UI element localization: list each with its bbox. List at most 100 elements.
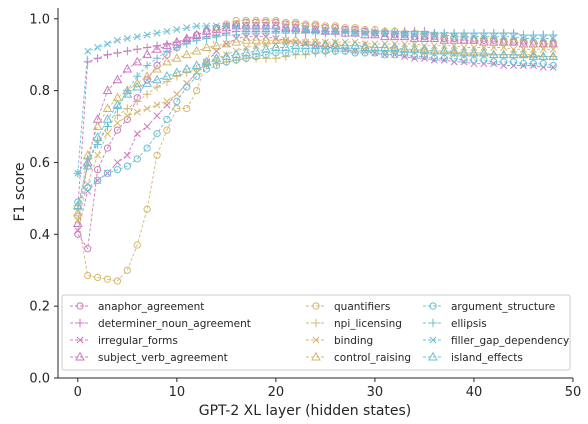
data-point (113, 111, 122, 120)
data-point (183, 24, 191, 32)
data-point (173, 90, 181, 98)
data-point (311, 47, 320, 55)
data-point (221, 38, 232, 48)
data-point (113, 166, 122, 174)
legend-marker (75, 351, 85, 361)
data-point (430, 31, 438, 39)
x-tick-label: 50 (565, 385, 582, 400)
data-point (311, 28, 320, 38)
legend-frame (61, 294, 571, 371)
data-point (549, 45, 557, 53)
data-point (94, 44, 102, 52)
data-point (123, 151, 131, 159)
series-line-argument_structure (77, 50, 554, 203)
data-point (103, 50, 112, 59)
x-tick-label: 10 (169, 385, 186, 400)
data-point (538, 38, 549, 48)
data-point (301, 28, 310, 38)
data-point (163, 115, 171, 124)
data-point (509, 58, 518, 66)
data-point (519, 30, 528, 40)
data-point (291, 28, 300, 38)
data-point (410, 28, 419, 38)
data-point (469, 47, 479, 57)
data-point (449, 47, 459, 57)
data-point (508, 36, 519, 46)
legend-label: ellipsis (451, 318, 487, 330)
data-point (193, 22, 201, 30)
data-point (281, 28, 290, 38)
data-point (498, 49, 509, 59)
data-point (173, 97, 181, 106)
data-point (480, 56, 488, 64)
legend: anaphor_agreement determiner_noun_agreeme… (61, 294, 571, 371)
ticks-layer: 0 10 20 30 40 50 0.0 0.2 0.4 0.6 0.8 1.0 (29, 12, 581, 400)
data-point (419, 45, 430, 55)
data-point (519, 45, 527, 53)
data-point (450, 54, 458, 62)
data-point (173, 104, 181, 113)
data-point (292, 26, 300, 34)
data-point (518, 49, 529, 59)
data-point (370, 42, 380, 51)
data-point (480, 33, 488, 41)
series-line-subject_verb_agreement (77, 25, 554, 224)
data-point (242, 16, 250, 25)
series-line-binding (77, 41, 554, 221)
data-point (282, 49, 290, 57)
data-point (93, 140, 102, 149)
data-point (123, 104, 132, 113)
data-point (469, 28, 479, 38)
data-point (74, 169, 82, 177)
data-point (539, 35, 547, 43)
data-point (331, 28, 340, 38)
legend-marker (311, 318, 321, 328)
data-point (548, 51, 559, 60)
data-point (300, 40, 311, 50)
data-point (262, 40, 270, 48)
data-point (201, 56, 212, 66)
data-point (440, 42, 448, 50)
data-point (143, 205, 151, 213)
data-point (201, 42, 212, 51)
data-point (490, 33, 498, 41)
data-point (202, 34, 211, 43)
data-point (251, 45, 261, 55)
data-point (330, 40, 341, 50)
data-point (439, 45, 450, 55)
data-point (133, 97, 142, 106)
data-point (104, 40, 112, 48)
data-point (282, 18, 290, 27)
legend-item: binding (306, 335, 373, 347)
data-point (162, 71, 172, 80)
data-point (430, 54, 438, 62)
data-point (490, 44, 498, 52)
data-point (420, 31, 428, 39)
data-point (72, 218, 83, 227)
data-point (292, 18, 300, 27)
data-point (172, 43, 182, 52)
data-point (222, 20, 231, 28)
data-point (153, 29, 161, 37)
data-point (153, 112, 161, 120)
data-point (351, 49, 359, 57)
data-point (479, 47, 489, 57)
data-point (301, 47, 310, 55)
data-point (93, 166, 102, 174)
data-point (310, 40, 321, 50)
data-point (529, 60, 538, 68)
data-point (231, 20, 242, 30)
data-point (409, 33, 420, 42)
data-point (420, 54, 428, 62)
data-point (163, 27, 171, 35)
data-point (153, 151, 161, 159)
data-point (133, 45, 142, 54)
data-point (411, 31, 419, 39)
legend-label: argument_structure (451, 301, 555, 313)
data-point (112, 99, 123, 109)
data-point (261, 44, 271, 53)
series-layer (72, 16, 559, 285)
data-point (143, 105, 151, 113)
data-point (193, 86, 201, 95)
